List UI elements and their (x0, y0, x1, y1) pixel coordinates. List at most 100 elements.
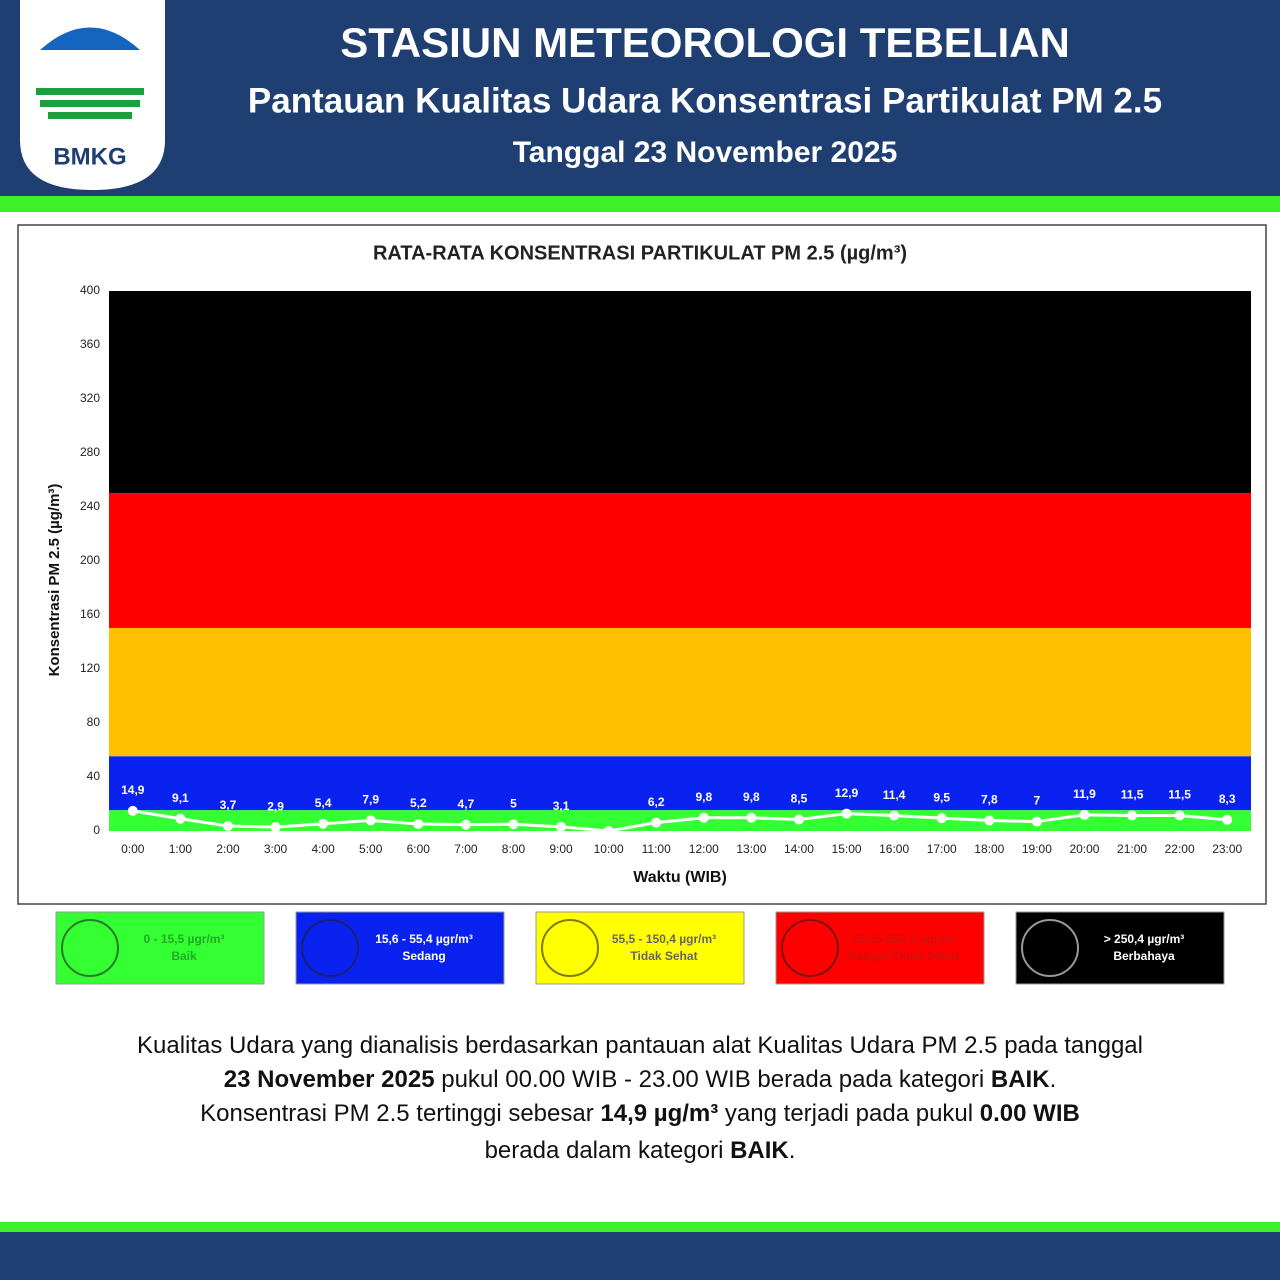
data-label: 5,2 (410, 796, 427, 810)
data-label: 3,1 (553, 799, 570, 813)
y-tick-label: 320 (80, 391, 100, 405)
data-point (556, 821, 567, 832)
data-point (460, 819, 471, 830)
x-tick-label: 6:00 (407, 842, 431, 856)
data-point (603, 826, 614, 836)
legend-label: Sangat Tidak Sehat (849, 949, 959, 963)
summary-text: berada dalam kategori (485, 1137, 730, 1164)
legend-label: Sedang (402, 949, 445, 963)
data-label: 12,9 (835, 786, 859, 800)
data-point (318, 818, 329, 829)
data-point (1127, 810, 1138, 821)
header-title: STASIUN METEOROLOGI TEBELIAN (340, 19, 1070, 66)
data-point (175, 813, 186, 824)
legend-face (1021, 919, 1079, 977)
x-tick-label: 11:00 (642, 842, 671, 856)
header-date: Tanggal 23 November 2025 (513, 136, 898, 169)
summary-line: Konsentrasi PM 2.5 tertinggi sebesar 14,… (200, 1100, 1080, 1127)
legend-face (781, 919, 839, 977)
data-label: 11,5 (1168, 788, 1191, 802)
data-point (508, 819, 519, 830)
x-tick-label: 12:00 (689, 842, 719, 856)
x-tick-label: 13:00 (736, 842, 766, 856)
legend-label: Berbahaya (1113, 949, 1175, 963)
y-tick-label: 360 (80, 337, 100, 351)
data-label: 11,9 (1073, 787, 1096, 801)
data-point (365, 815, 376, 826)
legend-card (775, 911, 985, 985)
y-tick-label: 160 (80, 607, 100, 621)
data-point (270, 822, 281, 833)
x-tick-label: 5:00 (359, 842, 383, 856)
data-label: 9,5 (933, 790, 950, 804)
x-tick-label: 15:00 (832, 842, 862, 856)
y-axis-label: Konsentrasi PM 2.5 (µg/m³) (46, 484, 63, 677)
data-label: 9,8 (695, 790, 712, 804)
data-label: 9,8 (743, 790, 760, 804)
summary-text: BAIK (991, 1066, 1050, 1093)
legend-range: 55,5 - 150,4 µgr/m³ (612, 932, 716, 946)
x-tick-label: 20:00 (1069, 842, 1099, 856)
summary-text: 0.00 WIB (980, 1100, 1080, 1127)
legend-range: 0 - 15,5 µgr/m³ (144, 932, 225, 946)
summary-text: 23 November 2025 (224, 1066, 435, 1093)
series-line (132, 809, 1228, 833)
data-point (841, 808, 852, 819)
x-tick-label: 22:00 (1165, 842, 1195, 856)
legend-card (535, 911, 745, 985)
summary-text: . (789, 1137, 796, 1164)
logo-mark (36, 27, 144, 119)
data-label: 5,4 (315, 796, 332, 810)
data-label: 5 (510, 796, 517, 810)
y-tick-label: 400 (80, 283, 100, 297)
data-label: 11,4 (883, 788, 906, 802)
summary-line: Kualitas Udara yang dianalisis berdasark… (137, 1032, 1143, 1059)
x-tick-label: 1:00 (169, 842, 193, 856)
data-label: 14,9 (121, 783, 145, 797)
data-label: 6,2 (648, 795, 665, 809)
legend-range: > 250,4 µgr/m³ (1104, 932, 1185, 946)
chart-title: RATA-RATA KONSENTRASI PARTIKULAT PM 2.5 … (373, 242, 907, 264)
x-tick-label: 17:00 (927, 842, 957, 856)
y-tick-label: 80 (87, 715, 101, 729)
category-band (109, 627, 1251, 757)
header-subtitle: Pantauan Kualitas Udara Konsentrasi Part… (248, 81, 1162, 120)
legend-range: 150,5-250,4 µgr/m³ (852, 932, 956, 946)
summary-text: 14,9 µg/m³ (600, 1100, 718, 1127)
data-point (1174, 810, 1185, 821)
legend-range: 15,6 - 55,4 µgr/m³ (375, 932, 473, 946)
header-bar (0, 0, 1280, 196)
x-tick-label: 0:00 (121, 842, 145, 856)
x-tick-label: 19:00 (1022, 842, 1052, 856)
data-point (793, 814, 804, 825)
summary-line: berada dalam kategori BAIK. (485, 1137, 796, 1164)
data-label: 7,9 (362, 793, 379, 807)
x-tick-label: 23:00 (1212, 842, 1242, 856)
category-band (109, 492, 1251, 628)
data-point (413, 818, 424, 829)
data-label: 3,7 (220, 798, 237, 812)
data-point (222, 821, 233, 832)
y-tick-label: 240 (80, 499, 100, 513)
x-tick-label: 7:00 (454, 842, 478, 856)
summary-text: pukul 00.00 WIB - 23.00 WIB berada pada … (435, 1066, 991, 1093)
summary-text: yang terjadi pada pukul (718, 1100, 980, 1127)
footer-stripe (0, 1222, 1280, 1232)
x-tick-label: 21:00 (1117, 842, 1147, 856)
data-point (936, 813, 947, 824)
data-label: 7,8 (981, 793, 998, 807)
x-axis-label: Waktu (WIB) (633, 869, 727, 886)
data-label: 11,5 (1121, 788, 1144, 802)
data-label: 8,3 (1219, 792, 1236, 806)
data-point (746, 812, 757, 823)
logo-text: BMKG (53, 143, 126, 170)
data-point (1031, 816, 1042, 827)
x-tick-label: 18:00 (974, 842, 1004, 856)
category-band (109, 756, 1251, 811)
y-tick-label: 280 (80, 445, 100, 459)
data-point (1222, 814, 1233, 825)
header-stripe (0, 196, 1280, 212)
summary-text: Kualitas Udara yang dianalisis berdasark… (137, 1032, 1143, 1059)
